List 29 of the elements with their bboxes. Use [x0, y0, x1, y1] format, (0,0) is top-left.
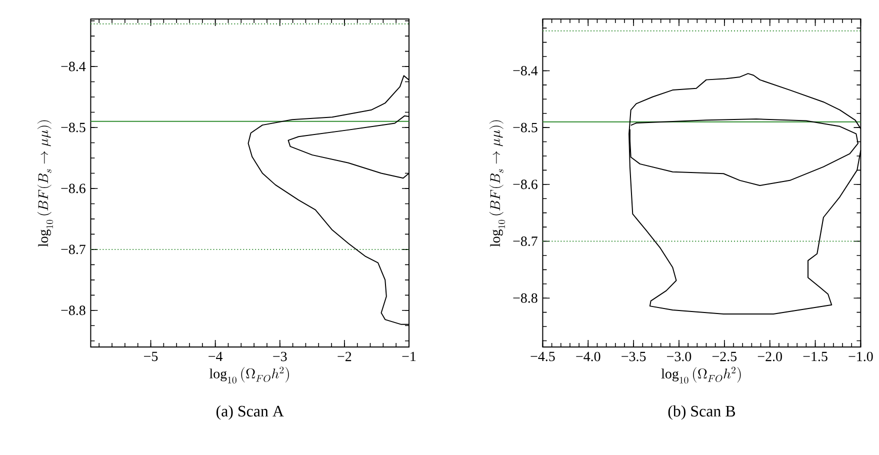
x-tick-label: −1	[402, 352, 416, 362]
x-tick-label: −1.5	[803, 352, 828, 362]
x-tick-label: −3.0	[667, 352, 692, 362]
y-tick-label: −8.4	[513, 66, 538, 76]
y-tick-label: −8.6	[513, 180, 538, 190]
y-tick-label: −8.5	[61, 122, 86, 132]
x-tick-label: −4.0	[576, 352, 600, 362]
y-tick-label: −8.5	[513, 122, 538, 132]
x-tick-label: −2.5	[712, 352, 737, 362]
x-tick-label: −2	[338, 352, 352, 362]
x-tick-label: −5	[144, 352, 158, 362]
y-axis-title: $\log_{10}\left(BF(B_s\rightarrow\mu\mu)\right)$	[37, 120, 54, 247]
text: (b) Scan B	[668, 405, 736, 420]
x-tick-label: −4	[208, 352, 223, 362]
text: (a) Scan A	[216, 405, 284, 420]
x-tick-label: −1.0	[848, 352, 873, 362]
y-axis-title: $\log_{10}\left(BF(B_s\rightarrow\mu\mu)\right)$	[489, 120, 506, 247]
y-tick-label: −8.4	[61, 62, 86, 72]
x-tick-label: −4.5	[530, 352, 555, 362]
y-tick-label: −8.7	[513, 236, 538, 246]
x-tick-label: −3	[273, 352, 287, 362]
x-axis-title: $\log_{10}\left(\Omega_{FO}h^2\right)$	[661, 366, 741, 384]
x-tick-label: −3.5	[622, 352, 646, 362]
x-tick-label: −2.0	[758, 352, 782, 362]
y-tick-label: −8.8	[513, 293, 538, 303]
x-axis-title: $\log_{10}\left(\Omega_{FO}h^2\right)$	[210, 366, 289, 384]
y-tick-label: −8.7	[61, 244, 86, 254]
y-tick-label: −8.8	[61, 306, 86, 316]
y-tick-label: −8.6	[61, 184, 86, 194]
